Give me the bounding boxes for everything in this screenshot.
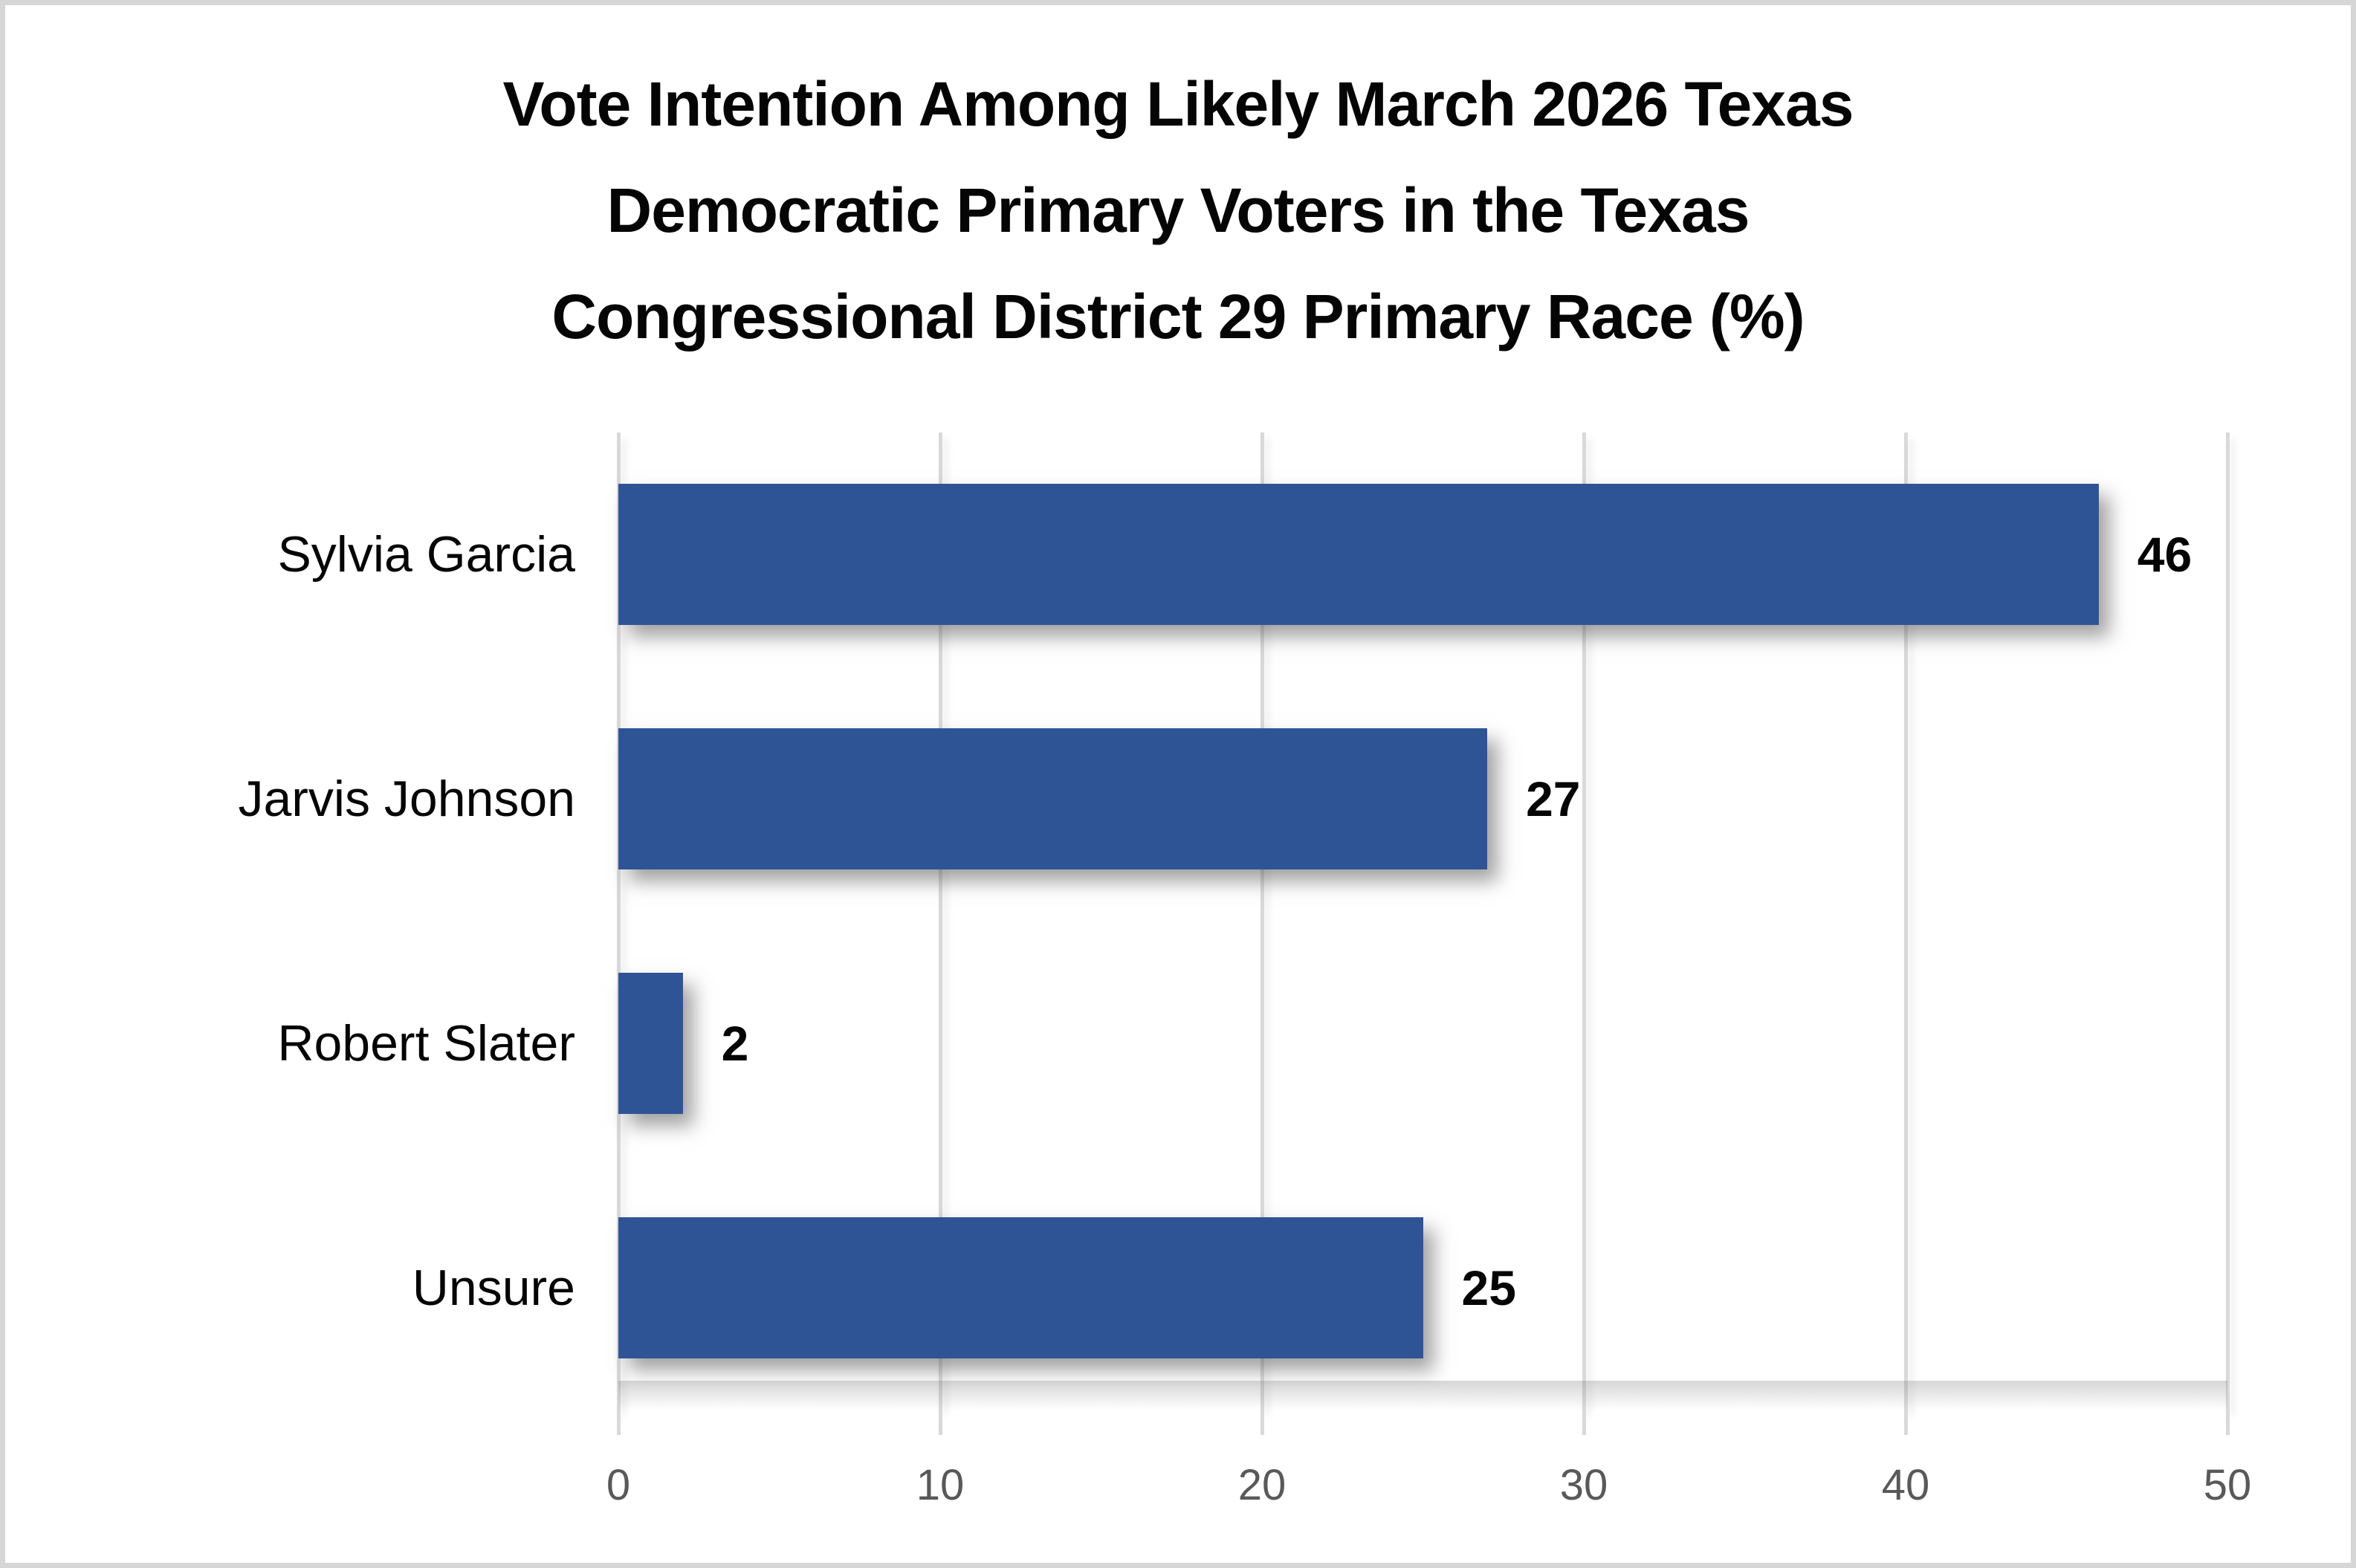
x-axis: 0 10 20 30 40 50 (606, 1460, 2251, 1542)
value-label: 25 (1461, 1260, 1516, 1315)
x-tick-label: 30 (1559, 1461, 1608, 1509)
tickmark-40 (1904, 1410, 1908, 1435)
gridline-40 (1904, 433, 1908, 1410)
gridline-50 (2226, 433, 2230, 1410)
bar-row: Robert Slater 2 (277, 921, 2227, 1166)
x-tick-label: 40 (1881, 1461, 1930, 1509)
value-label: 2 (721, 1015, 749, 1071)
bar-sylvia-garcia: 46 (618, 484, 2192, 626)
value-label: 46 (2137, 527, 2192, 583)
chart-title-line-2: Democratic Primary Voters in the Texas (606, 175, 1750, 245)
bar-unsure: 25 (618, 1217, 1516, 1358)
chart-title-line-1: Vote Intention Among Likely March 2026 T… (502, 69, 1854, 139)
tickmark-10 (939, 1410, 942, 1435)
chart-title: Vote Intention Among Likely March 2026 T… (5, 51, 2351, 370)
tickmark-20 (1260, 1410, 1264, 1435)
bar-jarvis-johnson: 27 (618, 728, 1581, 870)
chart-title-line-3: Congressional District 29 Primary Race (… (551, 282, 1805, 351)
plot-area: Sylvia Garcia 46 Jarvis Johnson 27 Robert Sl… (238, 433, 2230, 1435)
tickmark-50 (2226, 1410, 2230, 1435)
bar-row: Unsure 25 (412, 1165, 2227, 1410)
x-tick-label: 20 (1237, 1461, 1287, 1509)
category-label: Unsure (412, 1259, 575, 1316)
gridline-10 (939, 433, 942, 1410)
gridline-30 (1582, 433, 1586, 1410)
bar-rows: Sylvia Garcia 46 Jarvis Johnson 27 Robert Sl… (238, 433, 2227, 1410)
category-label: Jarvis Johnson (238, 771, 575, 828)
x-tick-label: 0 (606, 1461, 631, 1509)
gridline-20 (1260, 433, 1264, 1410)
value-label: 27 (1526, 771, 1581, 827)
bar-row: Sylvia Garcia 46 (277, 433, 2227, 677)
tickmark-30 (1582, 1410, 1586, 1435)
x-tick-label: 50 (2203, 1461, 2252, 1509)
category-label: Robert Slater (277, 1014, 575, 1072)
tickmark-0 (617, 1410, 621, 1435)
bar-robert-slater: 2 (618, 972, 748, 1114)
category-label: Sylvia Garcia (277, 526, 575, 583)
bar-row: Jarvis Johnson 27 (238, 677, 2227, 921)
x-tick-label: 10 (916, 1461, 965, 1509)
gridline-0 (617, 433, 621, 1410)
